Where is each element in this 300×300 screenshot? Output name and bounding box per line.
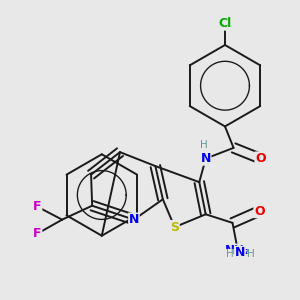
Text: H: H: [226, 249, 234, 259]
Text: O: O: [254, 205, 265, 218]
Text: O: O: [255, 152, 266, 165]
Text: S: S: [170, 220, 179, 234]
Text: Cl: Cl: [218, 17, 232, 30]
Text: F: F: [33, 227, 42, 240]
Text: N: N: [129, 213, 139, 226]
Text: H: H: [248, 249, 255, 259]
Text: N: N: [235, 246, 245, 260]
Text: H: H: [200, 140, 207, 150]
Text: N: N: [200, 152, 211, 165]
Text: F: F: [33, 200, 42, 213]
Text: NH₂: NH₂: [225, 244, 250, 257]
